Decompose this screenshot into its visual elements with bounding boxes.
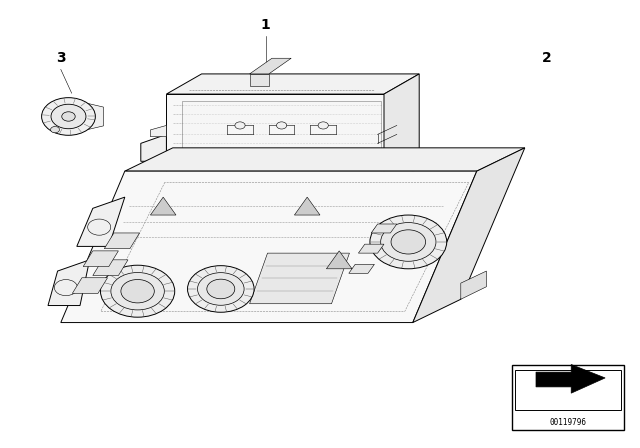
Polygon shape [358, 244, 384, 253]
Circle shape [207, 279, 235, 299]
Circle shape [111, 272, 164, 310]
Bar [515, 370, 621, 410]
Circle shape [62, 112, 76, 121]
Text: 00119796: 00119796 [550, 418, 586, 426]
Text: 1: 1 [260, 17, 271, 32]
Polygon shape [79, 101, 104, 132]
Text: 2: 2 [542, 51, 552, 65]
Polygon shape [150, 125, 166, 137]
Polygon shape [349, 264, 374, 273]
Circle shape [51, 104, 86, 129]
Polygon shape [77, 197, 125, 246]
Circle shape [391, 230, 426, 254]
Circle shape [51, 126, 60, 133]
Polygon shape [182, 101, 381, 181]
Polygon shape [150, 197, 176, 215]
Polygon shape [384, 74, 419, 188]
Polygon shape [536, 365, 605, 393]
Polygon shape [166, 94, 384, 188]
Text: 3: 3 [56, 51, 66, 65]
Polygon shape [48, 260, 90, 306]
Polygon shape [104, 233, 140, 249]
Circle shape [198, 273, 244, 305]
Polygon shape [72, 278, 108, 293]
Polygon shape [93, 260, 128, 276]
Polygon shape [141, 134, 166, 161]
Polygon shape [250, 74, 269, 86]
Polygon shape [250, 58, 291, 74]
Circle shape [276, 122, 287, 129]
Polygon shape [413, 148, 525, 323]
Circle shape [42, 98, 95, 135]
Polygon shape [326, 251, 352, 269]
Circle shape [121, 280, 154, 303]
Circle shape [54, 280, 77, 296]
Circle shape [88, 219, 111, 235]
Circle shape [100, 265, 175, 317]
Circle shape [381, 223, 436, 261]
Polygon shape [461, 271, 486, 299]
Polygon shape [166, 74, 419, 94]
Polygon shape [250, 253, 349, 304]
Circle shape [235, 122, 245, 129]
Polygon shape [371, 224, 397, 233]
Polygon shape [294, 197, 320, 215]
Polygon shape [125, 148, 525, 171]
Circle shape [188, 266, 254, 312]
Bar [512, 365, 624, 430]
Polygon shape [83, 251, 118, 267]
Polygon shape [61, 171, 477, 323]
Circle shape [370, 215, 447, 269]
Circle shape [318, 122, 328, 129]
